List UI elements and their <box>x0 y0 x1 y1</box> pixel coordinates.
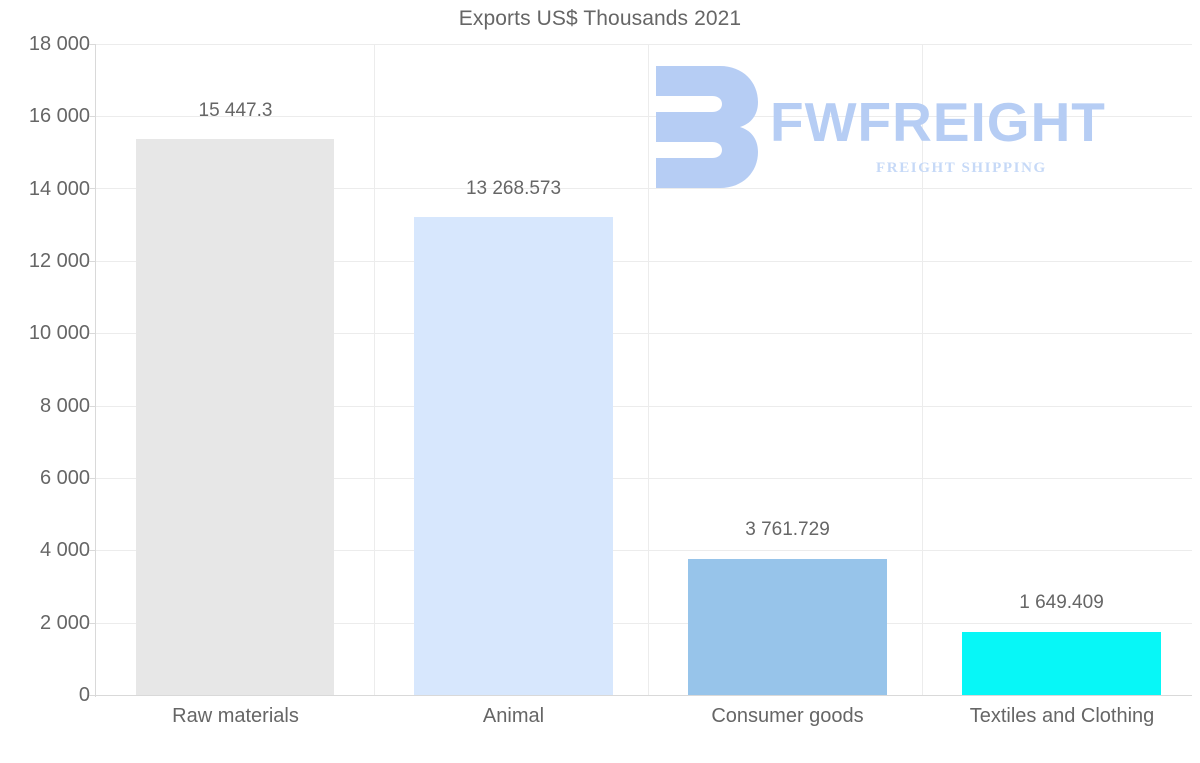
y-axis-tick-label: 0 <box>78 684 90 706</box>
y-axis-tick-mark <box>89 44 95 45</box>
gridline-horizontal <box>96 333 1192 334</box>
bar-raw-materials[interactable] <box>136 139 334 695</box>
gridline-vertical <box>648 44 649 695</box>
x-axis-line <box>90 695 1192 696</box>
bar-value-label-raw-materials: 15 447.3 <box>198 100 273 121</box>
plot-area <box>96 44 1192 695</box>
x-axis-label-raw-materials: Raw materials <box>172 705 299 727</box>
chart-title: Exports US$ Thousands 2021 <box>458 7 742 30</box>
y-axis-tick-mark <box>89 333 95 334</box>
x-axis-label-animal: Animal <box>482 705 545 727</box>
gridline-horizontal <box>96 116 1192 117</box>
y-axis-tick-mark <box>89 478 95 479</box>
y-axis-line <box>95 44 96 697</box>
y-axis-tick-label: 12 000 <box>28 250 90 272</box>
gridline-horizontal <box>96 188 1192 189</box>
y-axis-tick-mark <box>89 623 95 624</box>
y-axis-tick-label: 2 000 <box>39 612 90 634</box>
y-axis-tick-label: 4 000 <box>39 539 90 561</box>
gridline-horizontal <box>96 44 1192 45</box>
gridline-vertical <box>922 44 923 695</box>
bar-animal[interactable] <box>414 217 613 695</box>
y-axis-tick-label: 14 000 <box>28 178 90 200</box>
gridline-vertical <box>374 44 375 695</box>
y-axis-tick-label: 18 000 <box>28 33 90 55</box>
gridline-horizontal <box>96 261 1192 262</box>
y-axis-tick-mark <box>89 550 95 551</box>
y-axis-tick-mark <box>89 188 95 189</box>
bar-value-label-consumer-goods: 3 761.729 <box>745 519 830 540</box>
y-axis-tick-label: 6 000 <box>39 467 90 489</box>
gridline-horizontal <box>96 478 1192 479</box>
gridline-horizontal <box>96 623 1192 624</box>
y-axis-tick-label: 8 000 <box>39 395 90 417</box>
bar-value-label-animal: 13 268.573 <box>465 178 562 199</box>
bar-value-label-textiles-and-clothing: 1 649.409 <box>1019 592 1104 613</box>
x-axis-label-textiles-and-clothing: Textiles and Clothing <box>969 705 1155 727</box>
gridline-horizontal <box>96 406 1192 407</box>
y-axis-tick-mark <box>89 406 95 407</box>
bar-textiles-and-clothing[interactable] <box>962 632 1161 695</box>
gridline-horizontal <box>96 550 1192 551</box>
bar-consumer-goods[interactable] <box>688 559 887 695</box>
x-axis-label-consumer-goods: Consumer goods <box>711 705 864 727</box>
y-axis-tick-label: 16 000 <box>28 105 90 127</box>
y-axis-tick-mark <box>89 116 95 117</box>
y-axis-tick-mark <box>89 261 95 262</box>
y-axis-tick-label: 10 000 <box>28 322 90 344</box>
